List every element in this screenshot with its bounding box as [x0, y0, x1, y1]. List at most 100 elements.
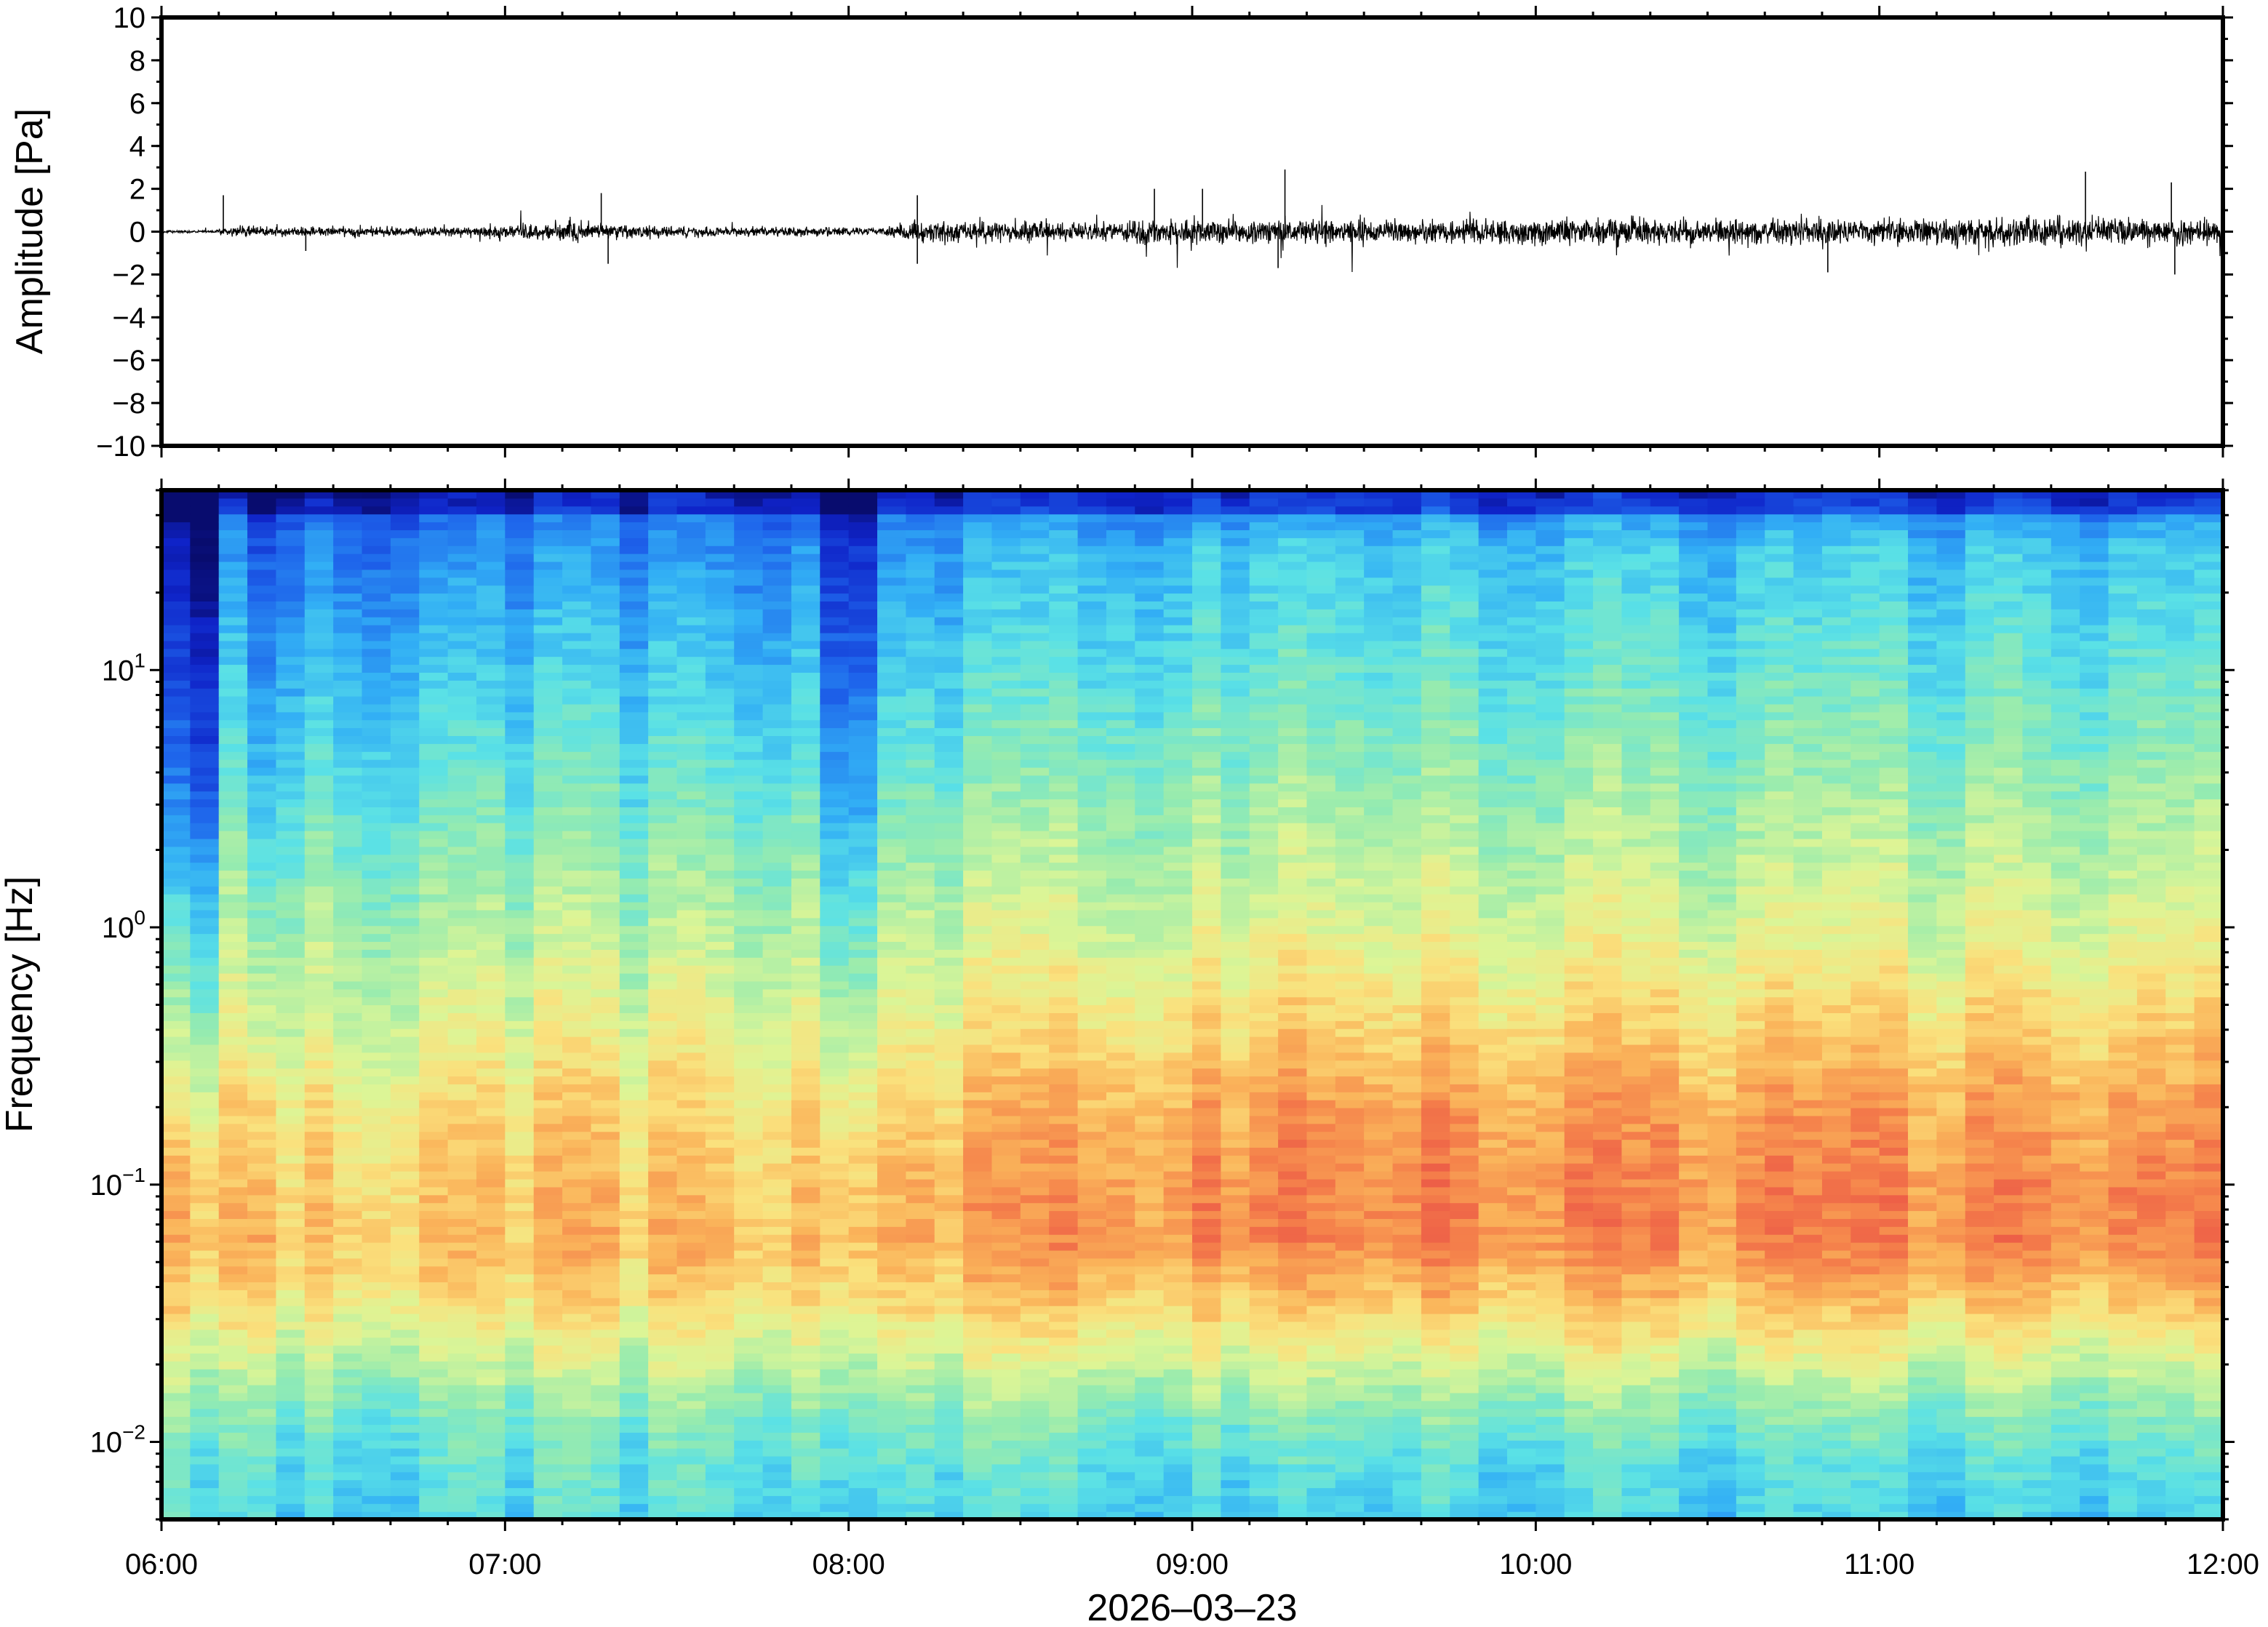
- spectrogram-cell: [820, 1084, 849, 1092]
- spectrogram-cell: [620, 791, 649, 799]
- spectrogram-cell: [219, 1503, 248, 1511]
- spectrogram-cell: [1106, 941, 1135, 949]
- spectrogram-cell: [849, 649, 878, 657]
- spectrogram-cell: [534, 1266, 563, 1274]
- spectrogram-cell: [706, 1298, 735, 1306]
- spectrogram-cell: [448, 498, 477, 506]
- spectrogram-cell: [1021, 997, 1050, 1005]
- spectrogram-cell: [333, 989, 362, 997]
- spectrogram-cell: [1192, 1314, 1221, 1322]
- spectrogram-cell: [247, 759, 276, 767]
- spectrogram-cell: [963, 1417, 992, 1425]
- spectrogram-cell: [677, 1036, 706, 1044]
- spectrogram-cell: [1106, 1432, 1135, 1440]
- spectrogram-cell: [333, 696, 362, 704]
- spectrogram-cell: [305, 1147, 334, 1155]
- spectrogram-cell: [1021, 1203, 1050, 1211]
- spectrogram-cell: [648, 1211, 677, 1219]
- spectrogram-cell: [247, 1306, 276, 1314]
- spectrogram-cell: [391, 965, 420, 973]
- spectrogram-cell: [706, 839, 735, 847]
- spectrogram-cell: [706, 1361, 735, 1369]
- spectrogram-cell: [1192, 1424, 1221, 1432]
- spectrogram-cell: [476, 799, 506, 807]
- spectrogram-cell: [791, 870, 820, 878]
- spectrogram-cell: [419, 941, 448, 949]
- spectrogram-cell: [1078, 498, 1107, 506]
- spectrogram-cell: [763, 1322, 792, 1330]
- spectrogram-cell: [534, 1028, 563, 1036]
- spectrogram-cell: [706, 696, 735, 704]
- spectrogram-cell: [362, 1211, 391, 1219]
- spectrogram-cell: [448, 696, 477, 704]
- spectrogram-cell: [734, 609, 763, 617]
- spectrogram-cell: [219, 1361, 248, 1369]
- spectrogram-cell: [161, 1234, 191, 1242]
- spectrogram-cell: [161, 949, 191, 957]
- spectrogram-cell: [1192, 506, 1221, 514]
- spectrogram-cell: [419, 1218, 448, 1226]
- spectrogram-cell: [562, 1338, 591, 1346]
- spectrogram-cell: [448, 1401, 477, 1409]
- spectrogram-cell: [877, 735, 906, 743]
- spectrogram-cell: [648, 1298, 677, 1306]
- spectrogram-cell: [648, 1385, 677, 1393]
- spectrogram-cell: [991, 973, 1021, 981]
- spectrogram-cell: [1049, 569, 1078, 577]
- spectrogram-cell: [820, 649, 849, 657]
- spectrogram-cell: [419, 625, 448, 633]
- spectrogram-cell: [763, 633, 792, 641]
- spectrogram-cell: [963, 1472, 992, 1480]
- spectrogram-cell: [247, 569, 276, 577]
- spectrogram-cell: [1106, 1068, 1135, 1076]
- spectrogram-cell: [1021, 1353, 1050, 1361]
- spectrogram-cell: [448, 1322, 477, 1330]
- spectrogram-cell: [534, 1068, 563, 1076]
- spectrogram-cell: [562, 649, 591, 657]
- spectrogram-cell: [935, 1266, 964, 1274]
- spectrogram-cell: [562, 720, 591, 728]
- spectrogram-cell: [906, 1226, 935, 1234]
- spectrogram-cell: [849, 672, 878, 680]
- spectrogram-cell: [247, 1036, 276, 1044]
- spectrogram-cell: [219, 997, 248, 1005]
- spectrogram-cell: [219, 657, 248, 665]
- spectrogram-cell: [935, 855, 964, 863]
- spectrogram-cell: [562, 775, 591, 783]
- spectrogram-cell: [534, 1116, 563, 1124]
- spectrogram-cell: [1078, 1171, 1107, 1179]
- spectrogram-cell: [620, 1282, 649, 1290]
- spectrogram-cell: [562, 815, 591, 823]
- spectrogram-cell: [1049, 855, 1078, 863]
- spectrogram-cell: [591, 680, 620, 688]
- spectrogram-cell: [791, 1424, 820, 1432]
- spectrogram-cell: [276, 1203, 305, 1211]
- spectrogram-cell: [620, 1226, 649, 1234]
- spectrogram-cell: [1135, 688, 1164, 696]
- spectrogram-cell: [734, 1377, 763, 1385]
- spectrogram-cell: [333, 1401, 362, 1409]
- spectrogram-cell: [448, 831, 477, 839]
- spectrogram-cell: [362, 601, 391, 609]
- spectrogram-cell: [247, 1132, 276, 1140]
- spectrogram-cell: [734, 680, 763, 688]
- spectrogram-cell: [991, 1044, 1021, 1052]
- spectrogram-cell: [677, 791, 706, 799]
- spectrogram-cell: [1021, 831, 1050, 839]
- spectrogram-cell: [247, 973, 276, 981]
- spectrogram-cell: [1049, 831, 1078, 839]
- spectrogram-cell: [963, 585, 992, 593]
- spectrogram-cell: [448, 751, 477, 759]
- spectrogram-cell: [476, 1187, 506, 1195]
- spectrogram-cell: [791, 775, 820, 783]
- spectrogram-cell: [534, 1393, 563, 1401]
- spectrogram-cell: [1106, 870, 1135, 878]
- spectrogram-cell: [190, 641, 219, 649]
- spectrogram-cell: [1192, 1298, 1221, 1306]
- spectrogram-cell: [1135, 1171, 1164, 1179]
- spectrogram-cell: [791, 823, 820, 831]
- spectrogram-cell: [591, 1076, 620, 1084]
- spectrogram-cell: [763, 1179, 792, 1187]
- spectrogram-cell: [763, 735, 792, 743]
- spectrogram-cell: [763, 1266, 792, 1274]
